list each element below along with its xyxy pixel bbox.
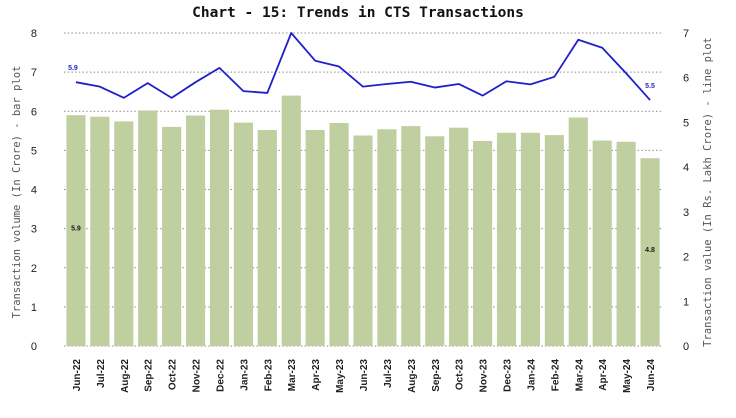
line-data-label-last: 5.5 — [645, 83, 655, 90]
bar — [233, 122, 253, 346]
category-label: Mar-24 — [574, 359, 585, 392]
left-tick-label: 4 — [31, 185, 37, 197]
left-axis-label: Transaction volume (In Crore) - bar plot — [11, 66, 23, 319]
bar — [114, 121, 134, 346]
right-axis-label: Transaction value (In Rs. Lakh Crore) - … — [702, 37, 714, 347]
category-label: May-23 — [335, 359, 346, 393]
bar-data-label-last: 4.8 — [645, 247, 655, 254]
left-axis-ticks: 0 1 2 3 4 5 6 7 8 — [31, 28, 37, 353]
x-axis-categories: Jun-22 Jul-22 Aug-22 Sep-22 Oct-22 Nov-22 Dec-… — [72, 359, 657, 393]
bar — [496, 132, 517, 346]
category-label: Jan-24 — [526, 359, 537, 391]
bar — [377, 129, 397, 346]
category-label: Feb-24 — [550, 359, 561, 392]
bar — [66, 115, 86, 346]
data-labels: 5.9 4.8 5.9 5.5 — [68, 65, 655, 254]
category-label: Jan-23 — [239, 359, 250, 391]
bar — [209, 109, 230, 346]
category-label: Apr-23 — [311, 359, 322, 391]
left-tick-label: 8 — [31, 28, 37, 40]
left-tick-label: 7 — [31, 67, 37, 79]
bar — [449, 127, 469, 347]
category-label: Sep-22 — [144, 359, 155, 392]
category-label: Dec-23 — [503, 359, 514, 392]
bar — [305, 130, 325, 346]
bar — [329, 122, 349, 346]
left-tick-label: 1 — [31, 302, 37, 314]
category-label: May-24 — [622, 359, 633, 393]
category-label: Aug-23 — [407, 359, 418, 393]
category-label: Nov-22 — [192, 359, 203, 393]
chart-title: Chart - 15: Trends in CTS Transactions — [192, 5, 524, 21]
bar — [401, 126, 421, 347]
category-label: Apr-24 — [598, 359, 609, 391]
bar — [257, 130, 277, 346]
bar-data-label-first: 5.9 — [71, 226, 81, 233]
bar — [90, 116, 110, 346]
right-tick-label: 7 — [683, 28, 689, 40]
bar-series — [66, 95, 660, 347]
right-tick-label: 2 — [683, 252, 689, 264]
category-label: Sep-23 — [431, 359, 442, 392]
category-label: Nov-23 — [479, 359, 490, 393]
category-label: Jun-22 — [72, 359, 83, 392]
bar — [353, 135, 373, 346]
category-label: Oct-23 — [455, 359, 466, 391]
bar — [544, 135, 564, 346]
bar — [568, 117, 588, 346]
bar — [281, 95, 301, 346]
bar — [185, 115, 206, 347]
category-label: Mar-23 — [287, 359, 298, 392]
bar — [473, 140, 493, 346]
left-tick-label: 0 — [31, 341, 37, 353]
left-tick-label: 2 — [31, 263, 37, 275]
bar — [425, 136, 445, 346]
right-tick-label: 6 — [683, 73, 689, 85]
category-label: Jun-23 — [359, 359, 370, 392]
bar — [640, 158, 660, 346]
left-tick-label: 6 — [31, 106, 37, 118]
right-axis-ticks: 0 1 2 3 4 5 6 7 — [683, 28, 689, 353]
category-label: Feb-23 — [263, 359, 274, 392]
right-tick-label: 5 — [683, 117, 689, 129]
bar — [616, 141, 636, 346]
right-tick-label: 3 — [683, 207, 689, 219]
right-tick-label: 4 — [683, 162, 689, 174]
category-label: Jun-24 — [646, 359, 657, 392]
line-path — [75, 32, 651, 101]
bar — [138, 110, 158, 346]
line-data-label-first: 5.9 — [68, 65, 78, 72]
category-label: Aug-22 — [120, 359, 131, 393]
category-label: Jul-22 — [96, 359, 107, 388]
left-tick-label: 5 — [31, 145, 37, 157]
bar — [592, 140, 612, 346]
right-tick-label: 1 — [683, 296, 689, 308]
line-series — [75, 32, 651, 101]
category-label: Oct-22 — [168, 359, 179, 391]
category-label: Jul-23 — [383, 359, 394, 388]
bar — [520, 132, 541, 346]
right-tick-label: 0 — [683, 341, 689, 353]
left-tick-label: 3 — [31, 224, 37, 236]
bar — [162, 126, 182, 347]
category-label: Dec-22 — [215, 359, 226, 392]
